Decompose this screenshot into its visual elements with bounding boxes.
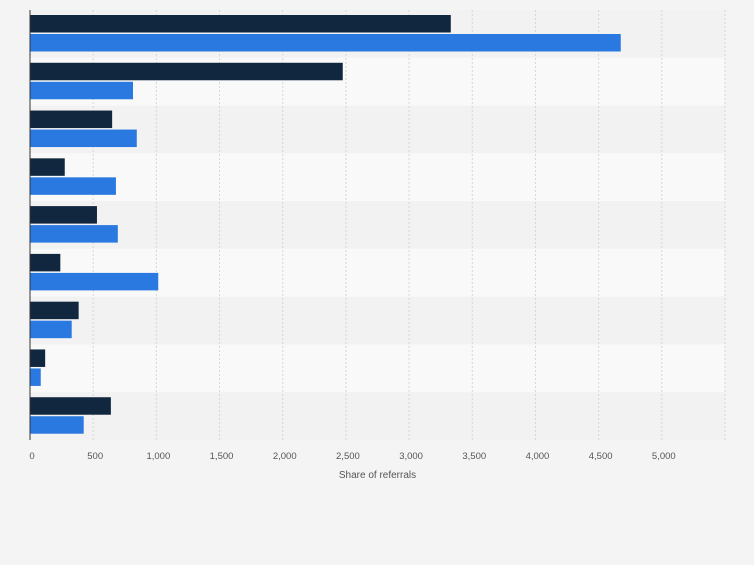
x-tick-label: 500 — [87, 451, 103, 462]
x-tick-label: 2,500 — [336, 451, 360, 462]
x-tick-label: 2,000 — [273, 451, 297, 462]
bar-series-2[interactable] — [30, 368, 41, 386]
x-tick-label: 0 — [29, 451, 34, 462]
x-tick-label: 1,500 — [210, 451, 234, 462]
bars — [30, 15, 621, 434]
bar-series-2[interactable] — [30, 177, 116, 195]
bar-series-2[interactable] — [30, 272, 159, 291]
x-tick-label: 4,500 — [589, 451, 613, 462]
bar-series-1[interactable] — [30, 158, 65, 176]
x-tick-labels: 0 500 1,000 1,500 2,000 2,500 3,000 3,500 4,000 4… — [29, 451, 675, 462]
bar-series-1[interactable] — [30, 301, 79, 320]
bar-series-1[interactable] — [30, 62, 343, 81]
bar-series-2[interactable] — [30, 225, 118, 243]
row-bands — [30, 10, 725, 440]
bar-series-2[interactable] — [30, 416, 84, 434]
bar-series-1[interactable] — [30, 253, 61, 272]
x-tick-label: 3,000 — [399, 451, 423, 462]
row-band — [30, 201, 725, 249]
row-band — [30, 296, 725, 345]
row-band — [30, 392, 725, 440]
bar-series-1[interactable] — [30, 206, 97, 224]
row-band — [30, 153, 725, 202]
bar-series-2[interactable] — [30, 34, 621, 52]
row-band — [30, 105, 725, 154]
row-band — [30, 344, 725, 393]
bar-series-2[interactable] — [30, 81, 133, 100]
x-tick-label: 3,500 — [462, 451, 486, 462]
bar-series-1[interactable] — [30, 15, 451, 33]
x-tick-label: 4,000 — [526, 451, 550, 462]
bar-series-1[interactable] — [30, 349, 46, 367]
x-axis-label: Share of referrals — [339, 470, 416, 481]
x-tick-label: 5,000 — [652, 451, 676, 462]
bar-series-2[interactable] — [30, 129, 137, 148]
bar-series-1[interactable] — [30, 110, 113, 129]
bar-series-1[interactable] — [30, 397, 111, 415]
x-tick-label: 1,000 — [146, 451, 170, 462]
bar-series-2[interactable] — [30, 320, 72, 339]
